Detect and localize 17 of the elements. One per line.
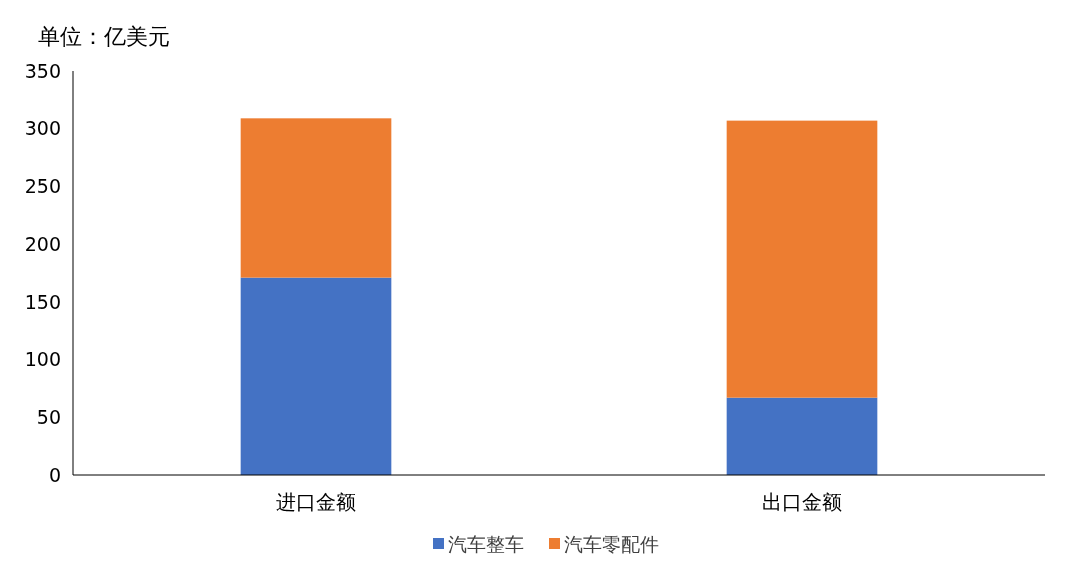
x-tick-label: 进口金额 (276, 490, 356, 514)
bar (726, 397, 878, 475)
y-tick-label: 200 (24, 232, 61, 255)
legend-label: 汽车整车 (448, 532, 524, 555)
y-tick-label: 100 (24, 348, 61, 371)
bar (726, 120, 878, 398)
x-tick-label: 出口金额 (762, 490, 842, 514)
y-tick-label: 350 (24, 59, 61, 82)
bar (240, 118, 392, 278)
y-tick-label: 150 (24, 290, 61, 313)
y-axis-title: 单位：亿美元 (38, 24, 170, 49)
y-tick-label: 300 (24, 117, 61, 140)
y-tick-label: 50 (36, 405, 61, 428)
legend-label: 汽车零配件 (564, 532, 659, 555)
bar (240, 277, 392, 475)
y-tick-label: 250 (24, 175, 61, 198)
y-tick-label: 0 (48, 463, 61, 486)
